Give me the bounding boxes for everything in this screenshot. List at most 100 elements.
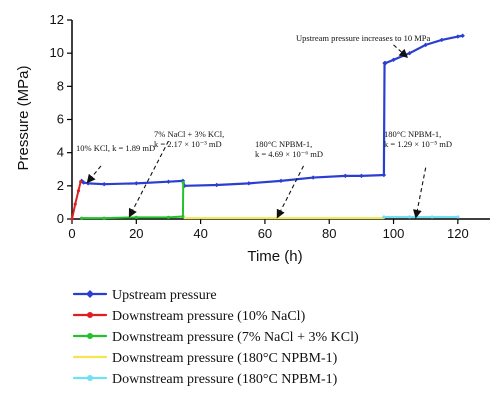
ann-npbm-1: 180°C NPBM-1,k = 4.69 × 10⁻⁶ mD xyxy=(255,139,323,219)
series-point xyxy=(278,178,284,184)
series-point xyxy=(382,215,386,219)
legend-marker xyxy=(87,375,93,381)
annotation-text: k = 1.29 × 10⁻⁵ mD xyxy=(384,139,452,149)
legend-item-1: Upstream pressure xyxy=(72,288,217,303)
series-point xyxy=(79,180,83,184)
series-point xyxy=(166,179,171,184)
x-tick-label: 60 xyxy=(258,226,272,241)
annotation-arrow xyxy=(276,165,304,219)
legend-marker xyxy=(86,290,94,298)
annotation-arrow xyxy=(128,140,169,218)
legend-item-5: Downstream pressure (180°C NPBM-1) xyxy=(72,372,338,387)
legend-item-3: Downstream pressure (7% NaCl + 3% KCl) xyxy=(72,330,359,345)
series-point xyxy=(455,34,461,39)
series-point xyxy=(183,217,186,219)
y-axis-ticks: 0 2 4 6 8 10 12 xyxy=(50,12,72,226)
y-axis-title: Pressure (MPa) xyxy=(15,65,32,170)
legend-label: Downstream pressure (180°C NPBM-1) xyxy=(112,372,338,387)
series-point xyxy=(456,215,460,219)
series-point xyxy=(343,173,348,179)
series-3 xyxy=(80,180,185,220)
legend-label: Downstream pressure (7% NaCl + 3% KCl) xyxy=(112,330,359,345)
series-1 xyxy=(79,33,465,189)
series-point xyxy=(383,60,388,66)
series-point xyxy=(460,33,465,38)
x-tick-label: 80 xyxy=(322,226,336,241)
series-point xyxy=(439,37,444,43)
annotation-text: k = 2.17 × 10⁻³ mD xyxy=(154,139,222,149)
series-point xyxy=(134,181,139,186)
legend-marker xyxy=(87,312,93,318)
series-5 xyxy=(382,215,460,219)
series-point xyxy=(310,175,316,180)
legend-item-2: Downstream pressure (10% NaCl) xyxy=(72,309,306,324)
x-axis-title: Time (h) xyxy=(247,248,302,265)
legend-marker xyxy=(87,333,93,339)
ann-nacl-kcl: 7% NaCl + 3% KCl,k = 2.17 × 10⁻³ mD xyxy=(128,129,224,218)
x-tick-label: 0 xyxy=(68,226,75,241)
series-point xyxy=(85,181,91,186)
x-tick-label: 100 xyxy=(383,226,405,241)
ann-upstream: Upstream pressure increases to 10 MPa xyxy=(296,33,431,58)
series-point xyxy=(408,215,412,219)
series-point xyxy=(81,180,86,185)
series-point xyxy=(101,181,107,187)
series-point xyxy=(181,214,185,219)
series-layer xyxy=(70,33,465,221)
annotation-text: 10% KCl, k = 1.89 mD xyxy=(76,143,155,153)
x-axis-ticks: 0 20 40 60 80 100 120 xyxy=(68,219,469,241)
series-point xyxy=(102,216,106,220)
series-point xyxy=(73,202,77,206)
series-point xyxy=(328,217,331,219)
annotation-text: k = 4.69 × 10⁻⁶ mD xyxy=(255,149,323,159)
series-point xyxy=(391,57,396,62)
x-tick-label: 40 xyxy=(193,226,207,241)
ann-kcl: 10% KCl, k = 1.89 mD xyxy=(76,143,155,184)
series-point xyxy=(280,217,282,219)
y-tick-label: 10 xyxy=(50,45,64,60)
series-point xyxy=(407,50,412,56)
annotation-arrow xyxy=(393,44,409,58)
series-4 xyxy=(183,217,385,220)
x-tick-label: 20 xyxy=(129,226,143,241)
y-tick-label: 8 xyxy=(57,78,64,93)
y-tick-label: 2 xyxy=(57,178,64,193)
series-point xyxy=(246,181,252,186)
series-point xyxy=(430,215,434,219)
series-line-1 xyxy=(80,34,464,187)
y-tick-label: 12 xyxy=(50,12,64,27)
series-point xyxy=(181,180,185,185)
annotation-text: 7% NaCl + 3% KCl, xyxy=(154,129,224,139)
series-point xyxy=(423,42,428,48)
annotation-layer: 10% KCl, k = 1.89 mD7% NaCl + 3% KCl,k =… xyxy=(76,33,452,219)
annotation-arrow xyxy=(86,165,102,184)
series-point xyxy=(134,215,138,219)
legend-label: Upstream pressure xyxy=(112,288,217,303)
series-point xyxy=(76,189,81,193)
y-tick-label: 0 xyxy=(57,211,64,226)
series-point xyxy=(80,216,84,220)
series-point xyxy=(231,217,234,219)
legend-label: Downstream pressure (180°C NPBM-1) xyxy=(112,351,338,366)
annotation-arrow xyxy=(413,167,427,219)
series-point xyxy=(214,182,219,188)
legend-label: Downstream pressure (10% NaCl) xyxy=(112,309,306,324)
y-tick-label: 6 xyxy=(57,112,64,127)
ann-npbm-2: 180°C NPBM-1,k = 1.29 × 10⁻⁵ mD xyxy=(384,129,452,219)
series-line-3 xyxy=(80,181,185,220)
series-point xyxy=(166,215,171,219)
annotation-text: 180°C NPBM-1, xyxy=(384,129,441,139)
series-point xyxy=(359,173,364,179)
x-tick-label: 120 xyxy=(447,226,469,241)
annotation-text: 180°C NPBM-1, xyxy=(255,139,312,149)
series-line-2 xyxy=(71,180,82,220)
series-point xyxy=(381,172,387,178)
series-2 xyxy=(70,180,83,221)
series-point xyxy=(70,217,74,221)
legend-item-4: Downstream pressure (180°C NPBM-1) xyxy=(72,351,338,366)
annotation-text: Upstream pressure increases to 10 MPa xyxy=(296,33,431,43)
y-tick-label: 4 xyxy=(57,145,64,160)
plot-area xyxy=(71,20,490,220)
legend: Upstream pressure Downstream pressure (10… xyxy=(72,288,359,387)
